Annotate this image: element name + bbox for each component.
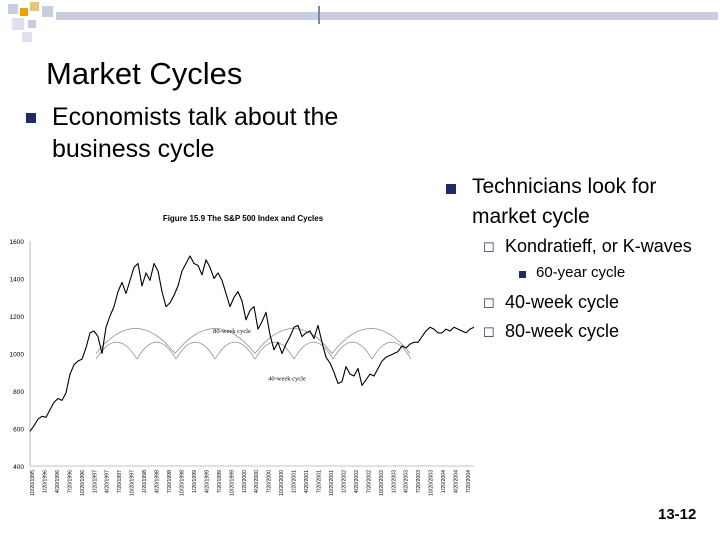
x-tick-label: 10/20/1995 — [30, 470, 36, 496]
x-tick-label: 4/20/1998 — [155, 470, 161, 493]
sub-sub-bullet-60year: 60-year cycle — [536, 264, 626, 281]
page-number: 13-12 — [658, 506, 697, 523]
x-tick-label: 10/20/1996 — [80, 470, 86, 496]
x-tick-label: 4/20/1996 — [55, 470, 61, 493]
cycle-arc-40week — [136, 341, 177, 360]
x-tick-label: 10/20/1998 — [180, 470, 186, 496]
x-tick-label: 1/20/1997 — [92, 470, 98, 493]
x-tick-label: 7/20/2002 — [366, 470, 372, 493]
x-tick-label: 4/20/2000 — [254, 470, 260, 493]
chart-title: Figure 15.9 The S&P 500 Index and Cycles — [163, 214, 324, 223]
x-tick-label: 4/20/1999 — [204, 470, 210, 493]
checkbox-bullet-icon: ☐ — [483, 296, 495, 311]
x-tick-label: 10/20/2003 — [429, 470, 435, 496]
cycle-arc-40week — [293, 341, 334, 360]
y-tick-label: 800 — [13, 389, 24, 396]
sp500-cycles-chart: Figure 15.9 The S&P 500 Index and Cycles… — [10, 214, 475, 496]
x-tick-label: 7/20/1996 — [67, 470, 73, 493]
x-tick-label: 7/20/2004 — [466, 470, 472, 493]
x-tick-label: 4/20/2002 — [354, 470, 360, 493]
header-decoration — [8, 2, 718, 42]
cycle-arc-40week — [214, 341, 256, 360]
x-tick-label: 10/20/2000 — [279, 470, 285, 496]
slide-title: Market Cycles — [46, 56, 243, 91]
x-tick-label: 10/20/1999 — [229, 470, 235, 496]
bullet-square-icon — [519, 271, 526, 278]
annotation-80week: 80-week cycle — [213, 328, 251, 335]
sub-bullet-80week: 80-week cycle — [505, 321, 620, 341]
x-tick-label: 10/20/2002 — [379, 470, 385, 496]
cycle-arc-40week — [371, 341, 412, 360]
x-tick-label: 7/20/2001 — [317, 470, 323, 493]
x-tick-label: 1/20/1999 — [192, 470, 198, 493]
x-tick-label: 7/20/1998 — [167, 470, 173, 493]
x-tick-label: 4/20/2001 — [304, 470, 310, 493]
cycle-arc-40week — [175, 341, 216, 360]
cycle-arc-80week — [95, 328, 176, 354]
y-tick-label: 1600 — [10, 239, 25, 246]
x-tick-label: 4/20/1997 — [105, 470, 111, 493]
x-tick-label: 1/20/2004 — [441, 470, 447, 493]
cycle-arc-40week — [95, 341, 138, 360]
x-tick-label: 7/20/2003 — [416, 470, 422, 493]
sp500-series-line — [29, 255, 475, 432]
x-tick-label: 10/20/2001 — [329, 470, 335, 496]
bullet-square-icon — [446, 184, 456, 194]
x-tick-label: 4/20/2003 — [404, 470, 410, 493]
y-tick-label: 400 — [13, 464, 24, 471]
x-tick-label: 1/20/2000 — [242, 470, 248, 493]
left-bullet-text: Economists talk about the business cycle — [52, 103, 339, 163]
checkbox-bullet-icon: ☐ — [483, 325, 495, 340]
right-bullet-text: Technicians look for market cycle — [472, 175, 657, 228]
x-tick-label: 4/20/2004 — [454, 470, 460, 493]
x-tick-label: 7/20/1997 — [117, 470, 123, 493]
x-tick-label: 1/20/2002 — [341, 470, 347, 493]
y-tick-label: 1400 — [10, 277, 25, 284]
annotation-40week: 40-week cycle — [268, 376, 306, 383]
bullet-square-icon — [26, 113, 36, 123]
x-tick-label: 1/20/1998 — [142, 470, 148, 493]
y-tick-label: 600 — [13, 427, 24, 434]
y-tick-label: 1000 — [10, 352, 25, 359]
sub-bullet-40week: 40-week cycle — [505, 292, 620, 312]
x-tick-label: 7/20/2000 — [267, 470, 273, 493]
x-tick-label: 10/20/1997 — [130, 470, 136, 496]
cycle-arc-80week — [331, 328, 411, 354]
x-tick-label: 1/20/2001 — [292, 470, 298, 493]
cycle-arc-80week — [174, 328, 256, 354]
cycle-arc-40week — [254, 341, 295, 360]
checkbox-bullet-icon: ☐ — [483, 240, 495, 255]
cycle-arc-80week — [254, 328, 333, 354]
x-tick-label: 1/20/2003 — [391, 470, 397, 493]
x-tick-label: 1/20/1996 — [43, 470, 49, 493]
sub-bullet-kwaves: Kondratieff, or K-waves — [505, 236, 692, 256]
x-tick-label: 7/20/1999 — [217, 470, 223, 493]
cycle-arc-40week — [332, 341, 373, 360]
y-tick-label: 1200 — [10, 314, 25, 321]
